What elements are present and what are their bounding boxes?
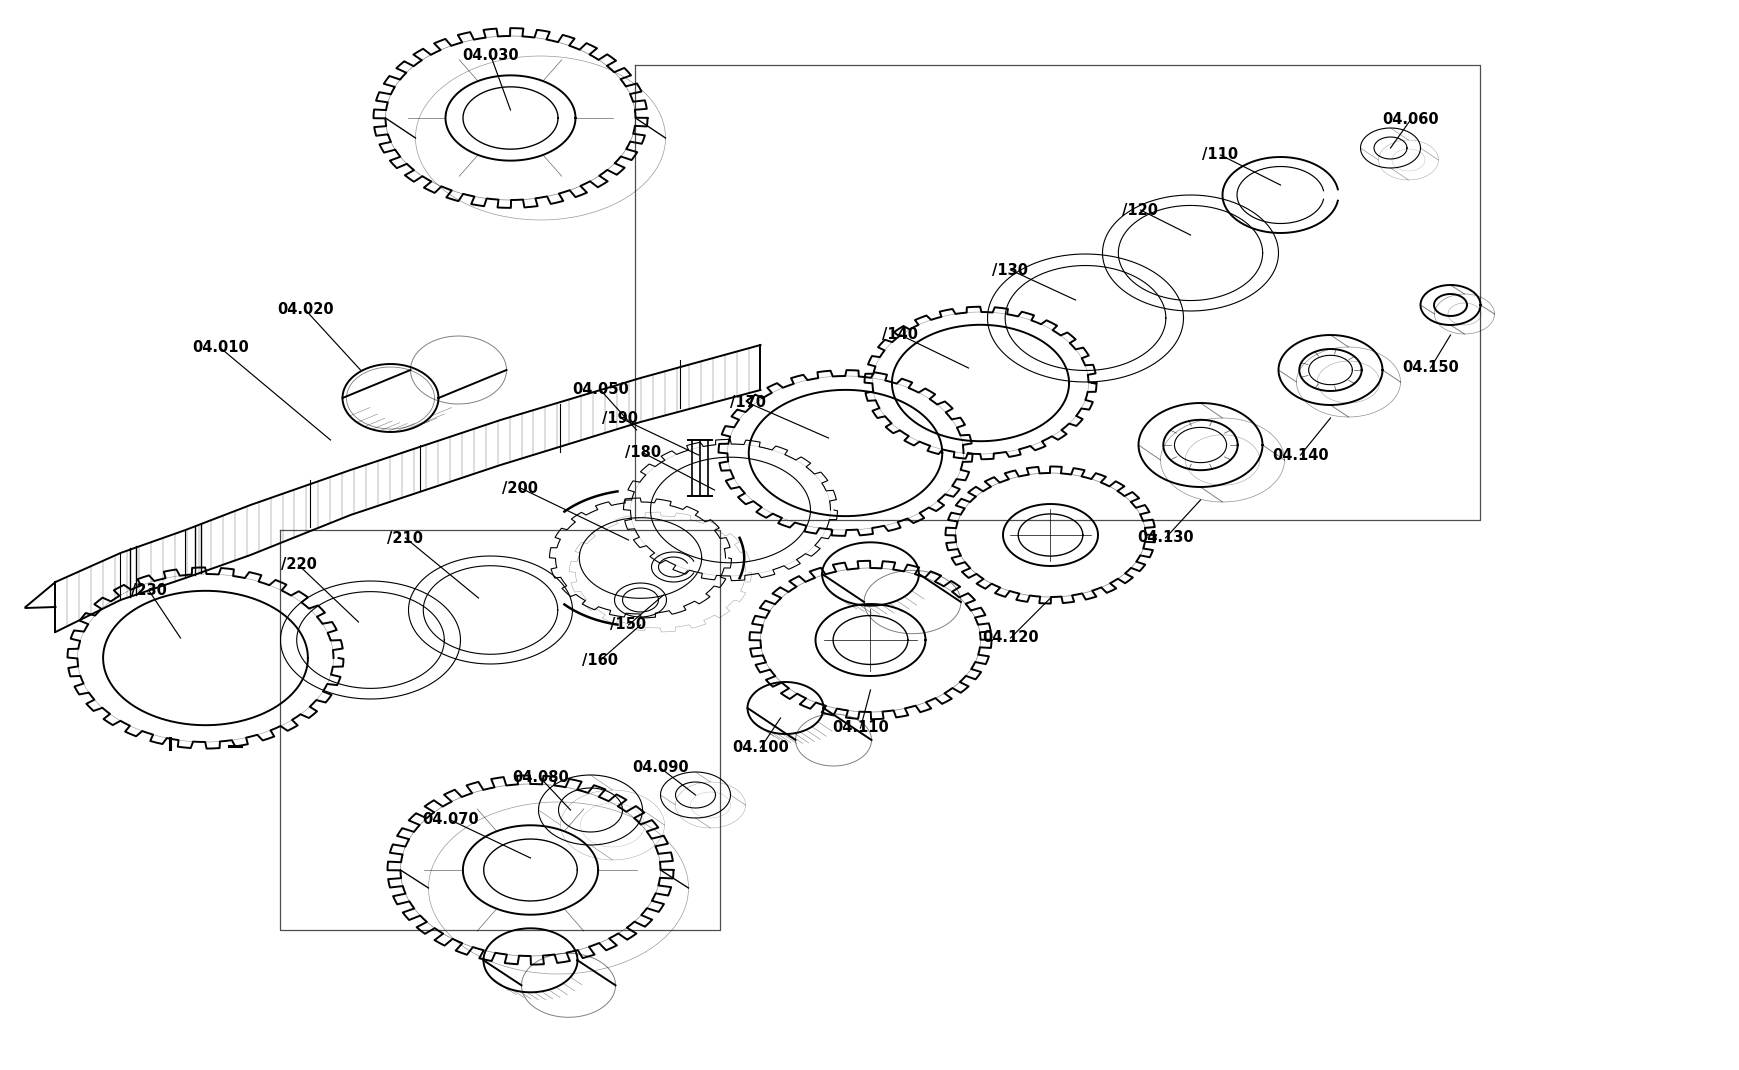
Text: 04.010: 04.010	[191, 340, 249, 355]
Text: /190: /190	[602, 411, 638, 426]
Text: 04.110: 04.110	[831, 720, 889, 735]
Text: /160: /160	[583, 653, 617, 668]
Text: /120: /120	[1122, 202, 1158, 217]
Text: /200: /200	[503, 480, 537, 495]
Text: 04.030: 04.030	[463, 47, 518, 62]
Text: 04.080: 04.080	[511, 770, 569, 785]
Text: /220: /220	[280, 557, 316, 572]
Text: /150: /150	[610, 617, 647, 632]
Text: 04.020: 04.020	[277, 303, 334, 318]
Text: 04.140: 04.140	[1271, 447, 1329, 462]
Text: /170: /170	[730, 396, 767, 411]
Text: 04.130: 04.130	[1137, 531, 1193, 546]
Text: 04.060: 04.060	[1381, 112, 1438, 127]
Text: 04.150: 04.150	[1402, 361, 1457, 376]
Text: /130: /130	[991, 262, 1028, 277]
Text: /230: /230	[130, 582, 167, 597]
Text: /140: /140	[882, 327, 918, 342]
Text: 04.120: 04.120	[981, 630, 1038, 645]
Text: 04.090: 04.090	[631, 761, 689, 776]
Text: /210: /210	[388, 531, 423, 546]
Text: 04.070: 04.070	[423, 812, 478, 827]
Text: /180: /180	[624, 445, 661, 460]
Text: 04.100: 04.100	[732, 740, 788, 755]
Text: 04.050: 04.050	[572, 382, 628, 397]
Text: /110: /110	[1202, 148, 1238, 163]
